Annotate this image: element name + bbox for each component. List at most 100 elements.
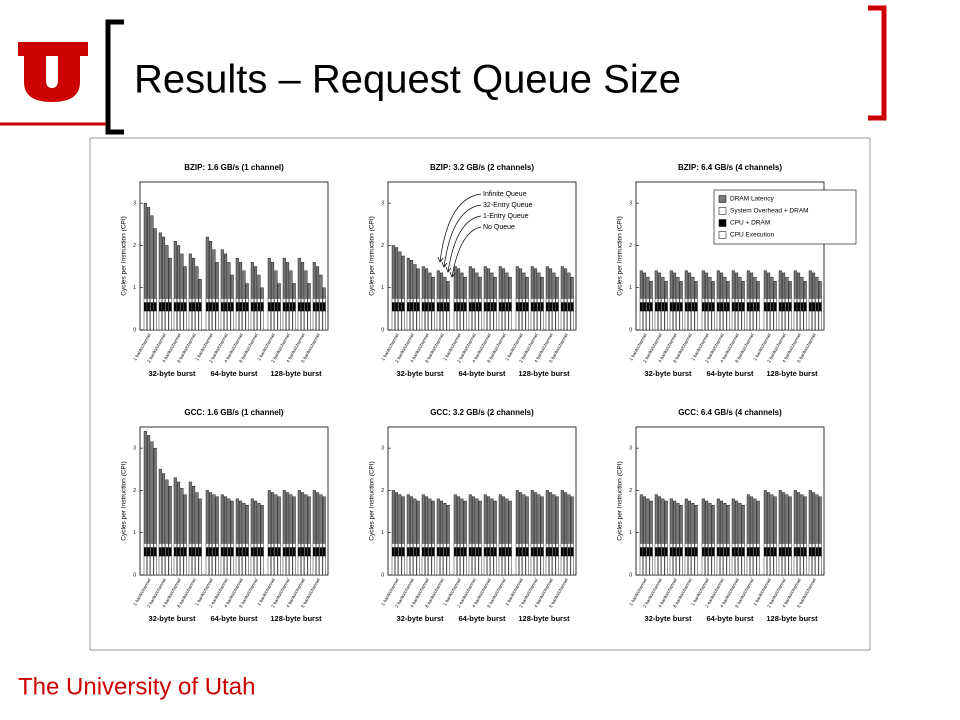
bar-segment [195, 555, 199, 576]
bar-segment [716, 302, 720, 312]
slide-title: Results – Request Queue Size [134, 58, 681, 102]
bar-segment [460, 555, 464, 576]
bar-segment [646, 498, 650, 544]
bar-segment [773, 310, 777, 331]
bar-segment [416, 555, 420, 576]
bar-segment [436, 543, 440, 548]
bar-segment [173, 477, 177, 544]
bar-segment [257, 274, 261, 299]
bar-segment [395, 492, 399, 544]
bar-segment [654, 547, 658, 557]
bar-segment [297, 298, 301, 303]
bar-segment [676, 543, 680, 548]
bar-segment [304, 298, 308, 303]
bar-segment [684, 270, 688, 299]
bar-segment [468, 298, 472, 303]
bar-segment [143, 310, 147, 331]
bar-segment [522, 494, 526, 544]
bar-segment [472, 302, 476, 312]
bar-segment [515, 490, 519, 544]
bar-segment [224, 302, 228, 312]
bar-segment [165, 245, 169, 299]
bar-segment [463, 547, 467, 557]
legend-swatch [718, 231, 727, 239]
bar-segment [564, 543, 568, 548]
bar-segment [818, 281, 822, 299]
bar-segment [209, 492, 213, 544]
bar-segment [711, 547, 715, 557]
bar-segment [143, 298, 147, 303]
bar-segment [472, 268, 476, 299]
y-tick-label: 2 [381, 243, 384, 249]
bar-segment [785, 302, 789, 312]
bar-segment [401, 310, 405, 331]
bar-segment [297, 543, 301, 548]
bar-segment [498, 543, 502, 548]
bar-segment [322, 496, 326, 544]
bar-segment [421, 547, 425, 557]
bar-segment [192, 302, 196, 312]
group-label: 128-byte burst [518, 614, 570, 623]
annotation: Infinite Queue [483, 191, 527, 198]
bar-segment [753, 298, 757, 303]
bar-segment [205, 310, 209, 331]
arrow-head [449, 271, 456, 278]
bar-segment [676, 298, 680, 303]
bar-segment [487, 496, 491, 544]
bar-segment [162, 555, 166, 576]
bar-segment [498, 547, 502, 557]
bar-segment [227, 310, 231, 331]
bar-segment [808, 490, 812, 544]
bar-segment [639, 555, 643, 576]
bar-segment [192, 547, 196, 557]
bar-segment [245, 298, 249, 303]
bar-segment [416, 543, 420, 548]
bar-segment [239, 302, 243, 312]
legend-label: System Overhead + DRAM [730, 208, 809, 215]
bar-segment [440, 555, 444, 576]
bar-segment [209, 547, 213, 557]
bar-segment [735, 298, 739, 303]
bar-segment [788, 543, 792, 548]
bar-segment [661, 547, 665, 557]
y-axis-label: Cycles per Instruction (CPI) [369, 461, 376, 540]
bar-segment [508, 298, 512, 303]
bar-segment [416, 268, 420, 299]
bar-segment [723, 547, 727, 557]
bar-segment [738, 547, 742, 557]
bar-segment [679, 298, 683, 303]
bar-segment [691, 502, 695, 544]
bar-segment [316, 492, 320, 544]
bar-segment [688, 543, 692, 548]
bar-segment [245, 302, 249, 312]
bar-segment [224, 543, 228, 548]
bar-segment [483, 543, 487, 548]
bar-segment [177, 543, 181, 548]
bar-segment [436, 310, 440, 331]
annotation-arrow [443, 204, 482, 268]
bar-segment [676, 547, 680, 557]
bar-segment [490, 547, 494, 557]
bar-segment [782, 547, 786, 557]
bar-segment [395, 543, 399, 548]
bar-segment [498, 302, 502, 312]
bar-segment [767, 555, 771, 576]
bar-segment [406, 302, 410, 312]
bar-segment [570, 555, 574, 576]
bar-segment [753, 547, 757, 557]
bar-segment [723, 310, 727, 331]
group-label: 64-byte burst [210, 614, 258, 623]
bar-segment [793, 555, 797, 576]
bar-segment [257, 547, 261, 557]
bar-segment [570, 298, 574, 303]
bar-segment [669, 498, 673, 544]
bar-segment [301, 555, 305, 576]
bar-segment [515, 543, 519, 548]
bar-segment [646, 302, 650, 312]
annotation-arrow [439, 193, 482, 263]
bar-segment [753, 310, 757, 331]
bar-segment [552, 272, 556, 299]
bar-segment [815, 310, 819, 331]
annotation-arrow [451, 226, 482, 278]
bar-segment [537, 302, 541, 312]
